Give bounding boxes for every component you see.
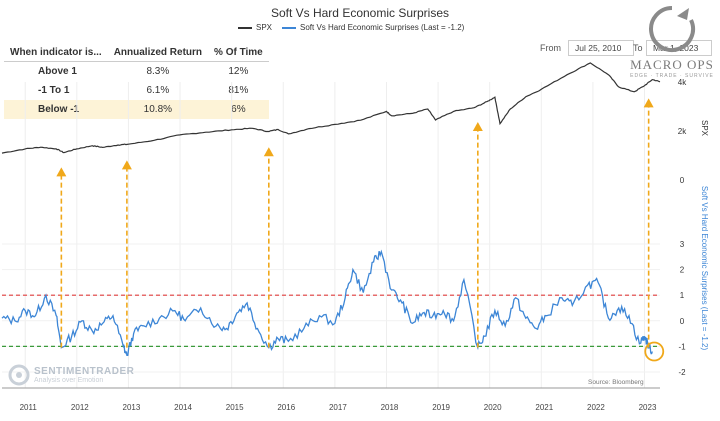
x-tick-label: 2022 bbox=[587, 403, 605, 412]
legend-item-surprises[interactable]: Soft Vs Hard Economic Surprises (Last = … bbox=[282, 23, 464, 32]
surprise-tick-label: -2 bbox=[678, 368, 686, 377]
watermark-icon bbox=[8, 364, 30, 386]
table-cell: 6% bbox=[208, 100, 269, 119]
surprise-tick-label: 1 bbox=[680, 291, 685, 300]
spx-tick-label: 4k bbox=[678, 78, 687, 87]
table-cell: 8.3% bbox=[146, 66, 170, 77]
x-tick-label: 2015 bbox=[226, 403, 244, 412]
legend-label-spx: SPX bbox=[256, 23, 273, 32]
x-tick-label: 2016 bbox=[277, 403, 295, 412]
surprise-axis-label: Soft Vs Hard Economic Surprises (Last = … bbox=[700, 186, 709, 351]
table-header: Annualized Return bbox=[107, 44, 209, 62]
x-tick-label: 2017 bbox=[329, 403, 347, 412]
surprise-tick-label: 3 bbox=[680, 240, 685, 249]
watermark-subtitle: Analysis over Emotion bbox=[34, 377, 104, 384]
spx-axis-label: SPX bbox=[700, 120, 709, 137]
series-lines bbox=[1, 62, 661, 357]
logo-name: MACRO OPS bbox=[630, 57, 714, 72]
watermark-title: SENTIMENTRADER bbox=[34, 366, 135, 377]
table-row: Above 1 8.3% 12% bbox=[4, 62, 269, 82]
legend-swatch-surprises bbox=[282, 26, 297, 29]
table-cell: 81% bbox=[228, 85, 249, 96]
spx-line bbox=[1, 62, 661, 154]
range-from-input[interactable]: Jul 25, 2010 bbox=[568, 40, 634, 56]
signal-arrow-head bbox=[56, 167, 67, 177]
table-row: -1 To 1 6.1% 81% bbox=[4, 81, 269, 100]
signal-arrow-head bbox=[263, 147, 274, 157]
source-note: Source: Bloomberg bbox=[588, 379, 644, 386]
surprise-tick-label: -1 bbox=[678, 342, 686, 351]
table-cell: Above 1 bbox=[38, 66, 77, 77]
surprise-tick-label: 0 bbox=[680, 317, 685, 326]
stats-table: When indicator is... Annualized Return %… bbox=[4, 44, 269, 119]
signal-arrow-head bbox=[121, 160, 132, 170]
table-header: % Of Time bbox=[208, 44, 269, 62]
legend: SPX Soft Vs Hard Economic Surprises (Las… bbox=[238, 23, 464, 32]
x-tick-label: 2018 bbox=[381, 403, 399, 412]
table-header-row: When indicator is... Annualized Return %… bbox=[4, 44, 269, 62]
axes: 2011 2012 2013 2014 2015 2016 2017 2018 2019 2020… bbox=[2, 78, 709, 412]
surprise-tick-label: 2 bbox=[680, 266, 685, 275]
legend-swatch-spx bbox=[238, 26, 252, 29]
signal-arrows bbox=[56, 98, 665, 362]
x-tick-label: 2021 bbox=[535, 403, 553, 412]
table-cell: 12% bbox=[228, 66, 249, 77]
x-tick-label: 2014 bbox=[174, 403, 192, 412]
legend-label-surprises: Soft Vs Hard Economic Surprises (Last = … bbox=[300, 23, 465, 32]
legend-item-spx[interactable]: SPX bbox=[238, 23, 272, 32]
macro-ops-logo: MACRO OPS EDGE · TRADE · SURVIVE bbox=[628, 4, 716, 79]
logo-circle-icon bbox=[649, 6, 695, 52]
spx-tick-label: 2k bbox=[678, 127, 687, 136]
grid bbox=[2, 82, 660, 388]
signal-arrow-head bbox=[643, 98, 654, 108]
x-tick-label: 2019 bbox=[432, 403, 450, 412]
range-from-label: From bbox=[540, 43, 561, 53]
table-cell: -1 To 1 bbox=[38, 85, 70, 96]
logo-tagline: EDGE · TRADE · SURVIVE bbox=[630, 73, 714, 79]
signal-arrow-head bbox=[472, 122, 483, 132]
sentimentrader-watermark: SENTIMENTRADER Analysis over Emotion bbox=[8, 364, 134, 386]
table-cell: Below -1 bbox=[4, 100, 108, 119]
surprises-line bbox=[1, 249, 653, 357]
x-tick-label: 2020 bbox=[484, 403, 502, 412]
x-tick-label: 2023 bbox=[639, 403, 657, 412]
table-row: Below -1 10.8% 6% bbox=[4, 100, 269, 119]
table-header: When indicator is... bbox=[4, 44, 108, 62]
x-tick-label: 2013 bbox=[123, 403, 141, 412]
table-cell: 10.8% bbox=[107, 100, 209, 119]
x-tick-label: 2012 bbox=[71, 403, 89, 412]
table-cell: 6.1% bbox=[146, 85, 170, 96]
spx-tick-label: 0 bbox=[680, 176, 685, 185]
threshold-lines bbox=[2, 294, 660, 347]
x-tick-label: 2011 bbox=[20, 403, 38, 412]
chart-title: Soft Vs Hard Economic Surprises bbox=[270, 6, 450, 20]
latest-value-highlight bbox=[644, 341, 665, 362]
range-to-label: To bbox=[633, 43, 643, 53]
